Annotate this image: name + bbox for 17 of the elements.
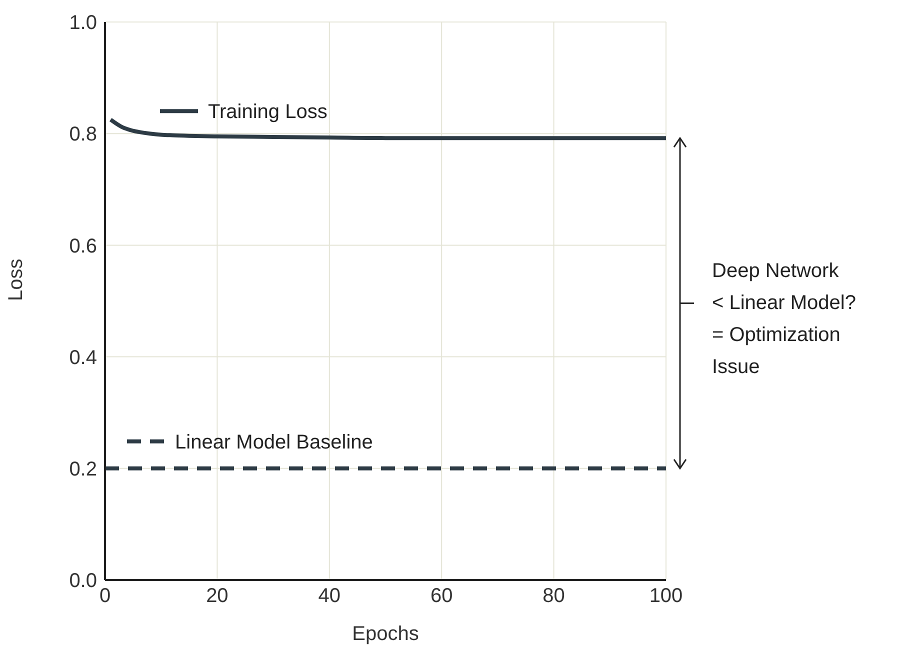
legend-label: Linear Model Baseline (175, 431, 373, 454)
x-tick-label: 20 (206, 585, 228, 608)
x-tick-label: 80 (542, 585, 565, 608)
text: Deep Network < Linear Model? = Optimization Issue (712, 259, 856, 380)
y-tick-label: 0.8 (69, 124, 97, 146)
y-tick-label: 0.2 (69, 458, 97, 480)
y-tick-label: 0.4 (69, 346, 97, 369)
y-tick-label: 1.0 (69, 12, 97, 34)
y-tick-label: 0.0 (69, 570, 97, 592)
x-tick-label: 60 (430, 585, 453, 608)
x-tick-label: 100 (649, 585, 683, 608)
x-tick-label: 40 (318, 585, 341, 608)
x-tick-label: 0 (99, 585, 111, 608)
x-axis-title: Epochs (352, 623, 419, 645)
y-axis-title: Loss (5, 258, 28, 301)
y-tick-label: 0.6 (69, 235, 97, 258)
legend-label: Training Loss (208, 101, 328, 124)
